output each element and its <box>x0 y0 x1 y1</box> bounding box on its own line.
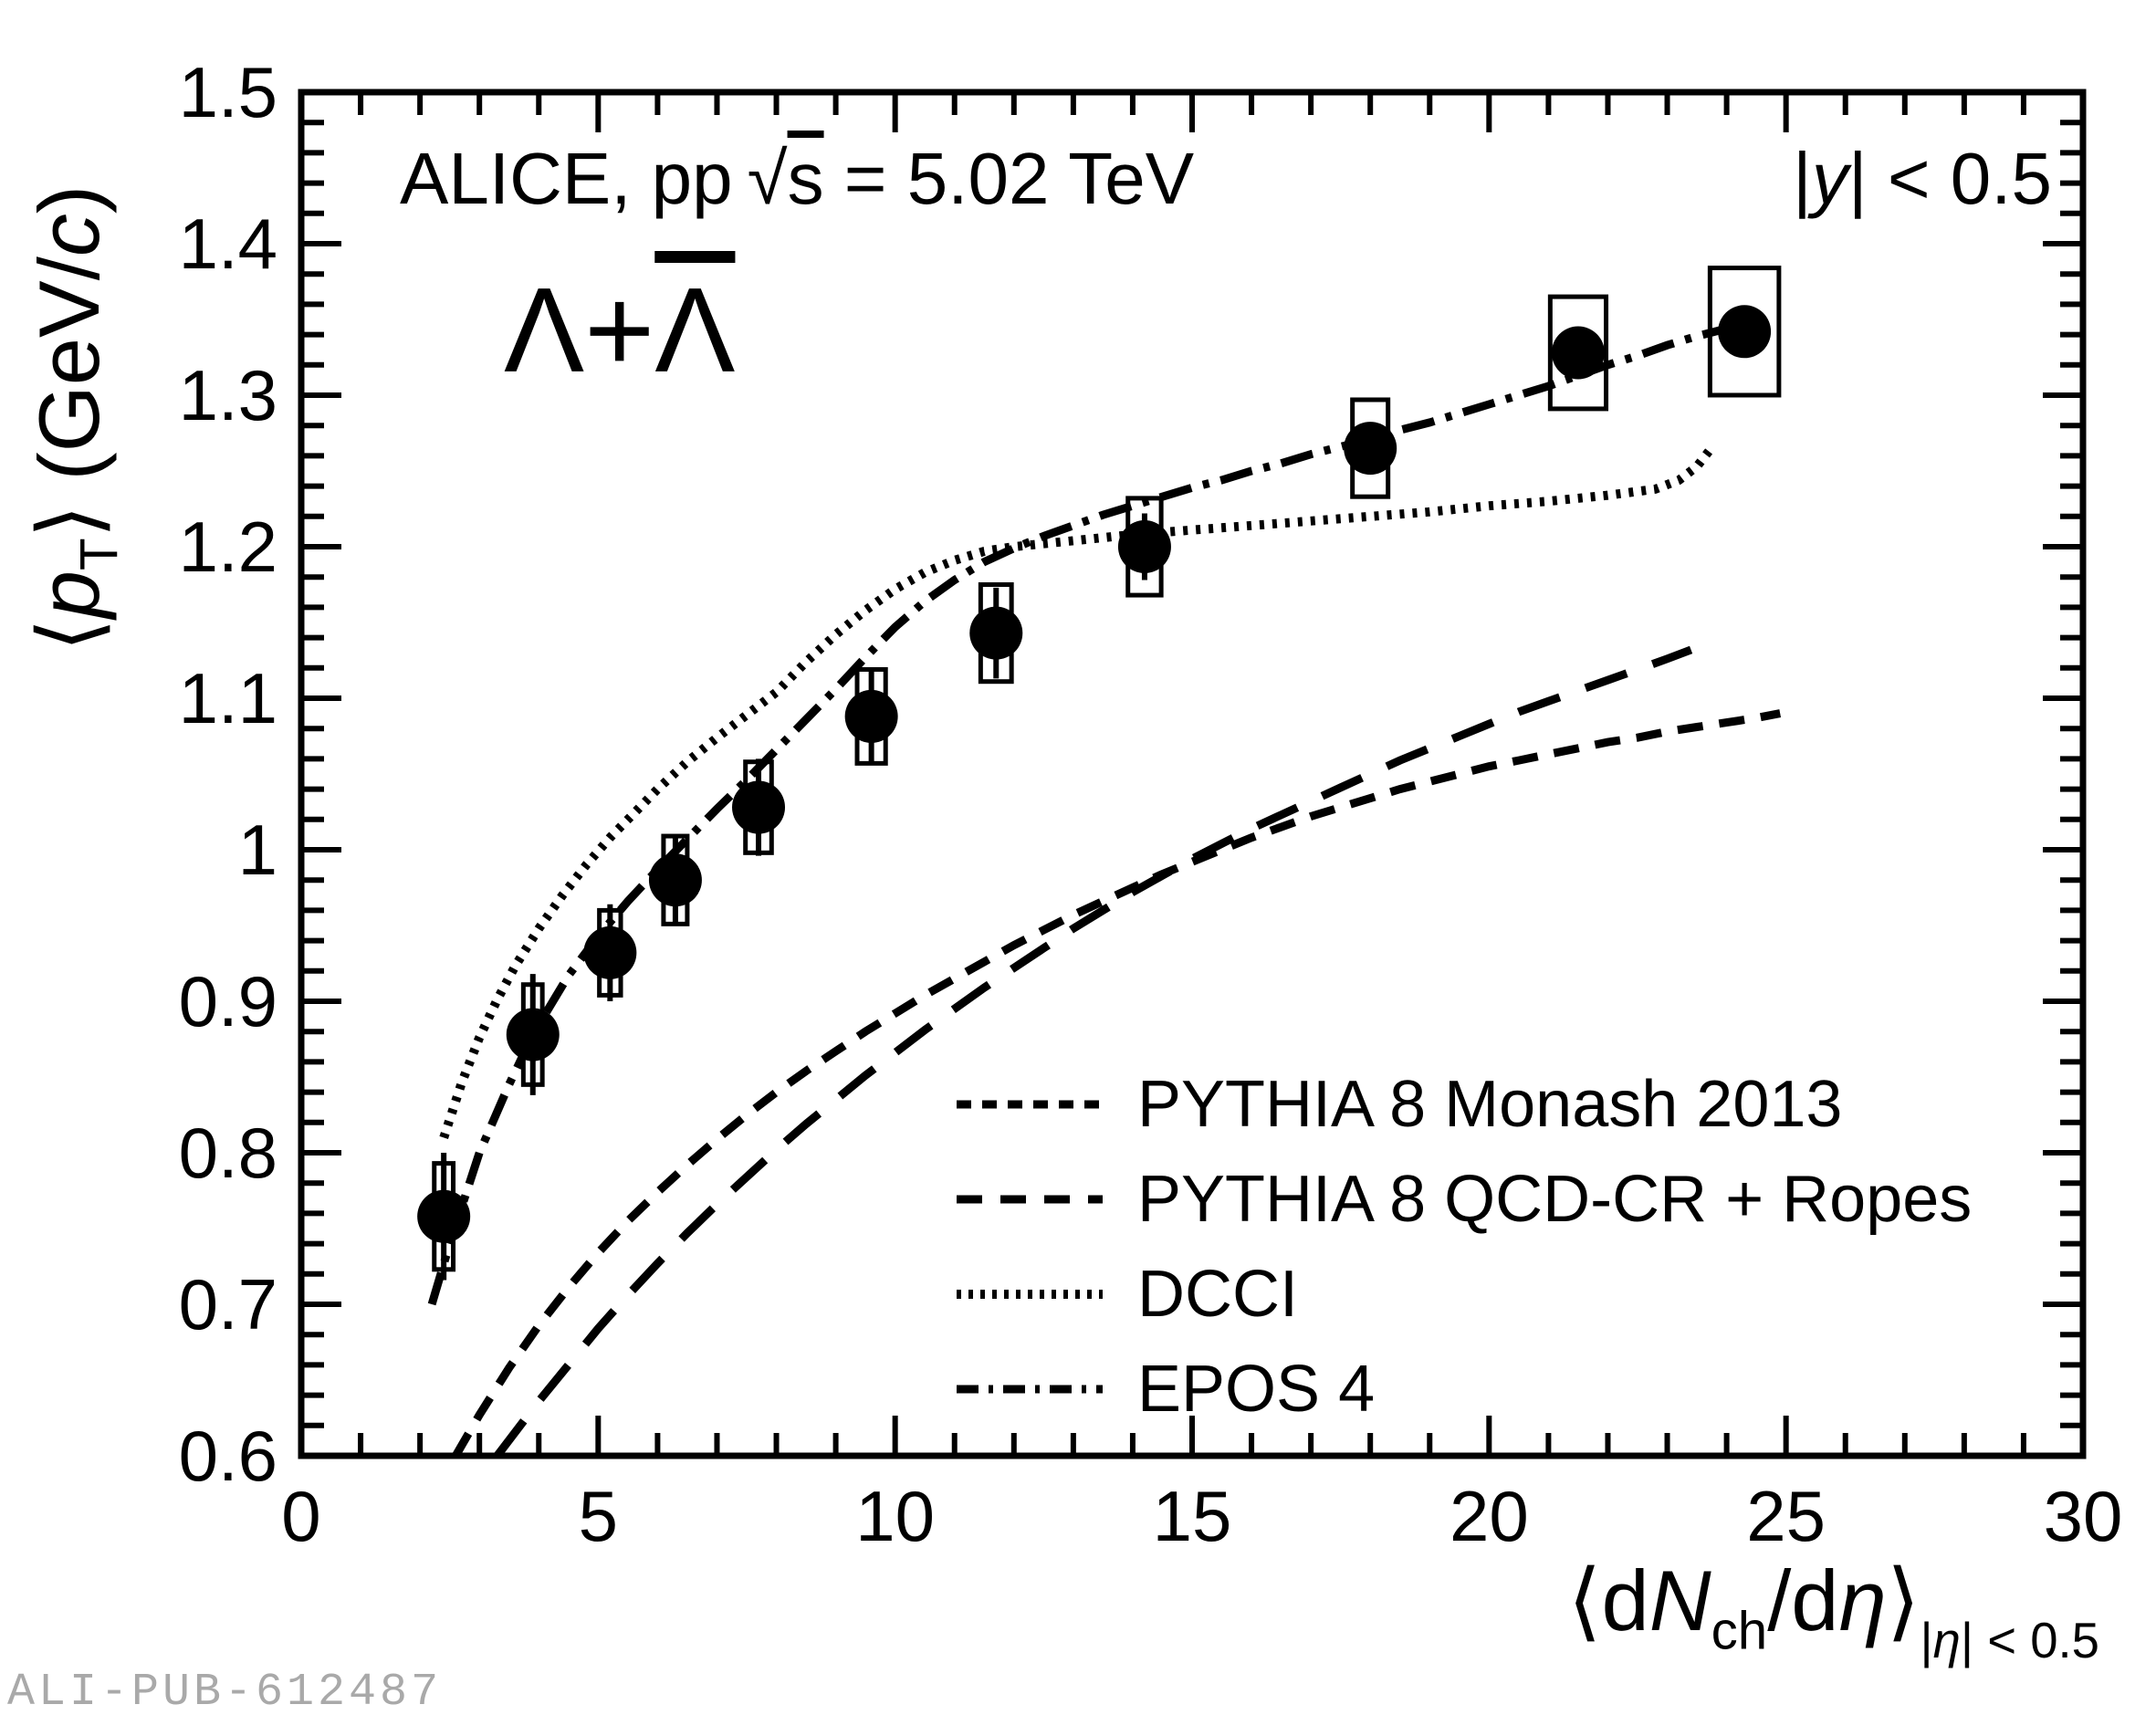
data-point-marker-2 <box>506 1008 560 1061</box>
plot-frame <box>298 89 2087 1459</box>
y-tick-label: 1.5 <box>179 52 277 132</box>
y-tick-label: 1.4 <box>179 204 277 284</box>
y-tick-label: 0.9 <box>179 961 277 1041</box>
data-point-marker-7 <box>969 606 1023 660</box>
x-tick-label: 20 <box>1450 1476 1529 1556</box>
model-curve-4 <box>427 317 1764 1306</box>
data-point-marker-6 <box>844 689 898 743</box>
y-tick-label: 1 <box>238 810 277 890</box>
data-point-marker-5 <box>732 780 786 834</box>
data-point-marker-9 <box>1344 422 1397 476</box>
data-point-marker-10 <box>1551 326 1605 380</box>
y-tick-label: 1.2 <box>179 507 277 587</box>
data-point-marker-11 <box>1718 305 1772 359</box>
y-tick-label: 1.3 <box>179 355 277 435</box>
y-tick-label: 0.7 <box>179 1264 277 1344</box>
data-point-marker-3 <box>583 925 637 979</box>
x-tick-label: 10 <box>855 1476 935 1556</box>
data-point-marker-1 <box>417 1189 471 1243</box>
y-tick-label: 1.1 <box>179 658 277 738</box>
x-tick-label: 0 <box>281 1476 320 1556</box>
x-tick-label: 15 <box>1153 1476 1232 1556</box>
y-tick-label: 0.8 <box>179 1113 277 1193</box>
x-tick-label: 25 <box>1746 1476 1826 1556</box>
model-curve-3 <box>439 448 1713 1139</box>
sys-error-box-11 <box>1707 266 1782 398</box>
x-tick-label: 5 <box>579 1476 618 1556</box>
model-curve-1 <box>452 709 1782 1459</box>
x-tick-label: 30 <box>2044 1476 2123 1556</box>
model-curve-2 <box>494 645 1693 1459</box>
y-tick-label: 0.6 <box>179 1416 277 1496</box>
data-point-marker-4 <box>648 853 702 907</box>
data-point-marker-8 <box>1117 520 1171 573</box>
sys-error-box-10 <box>1547 294 1609 412</box>
